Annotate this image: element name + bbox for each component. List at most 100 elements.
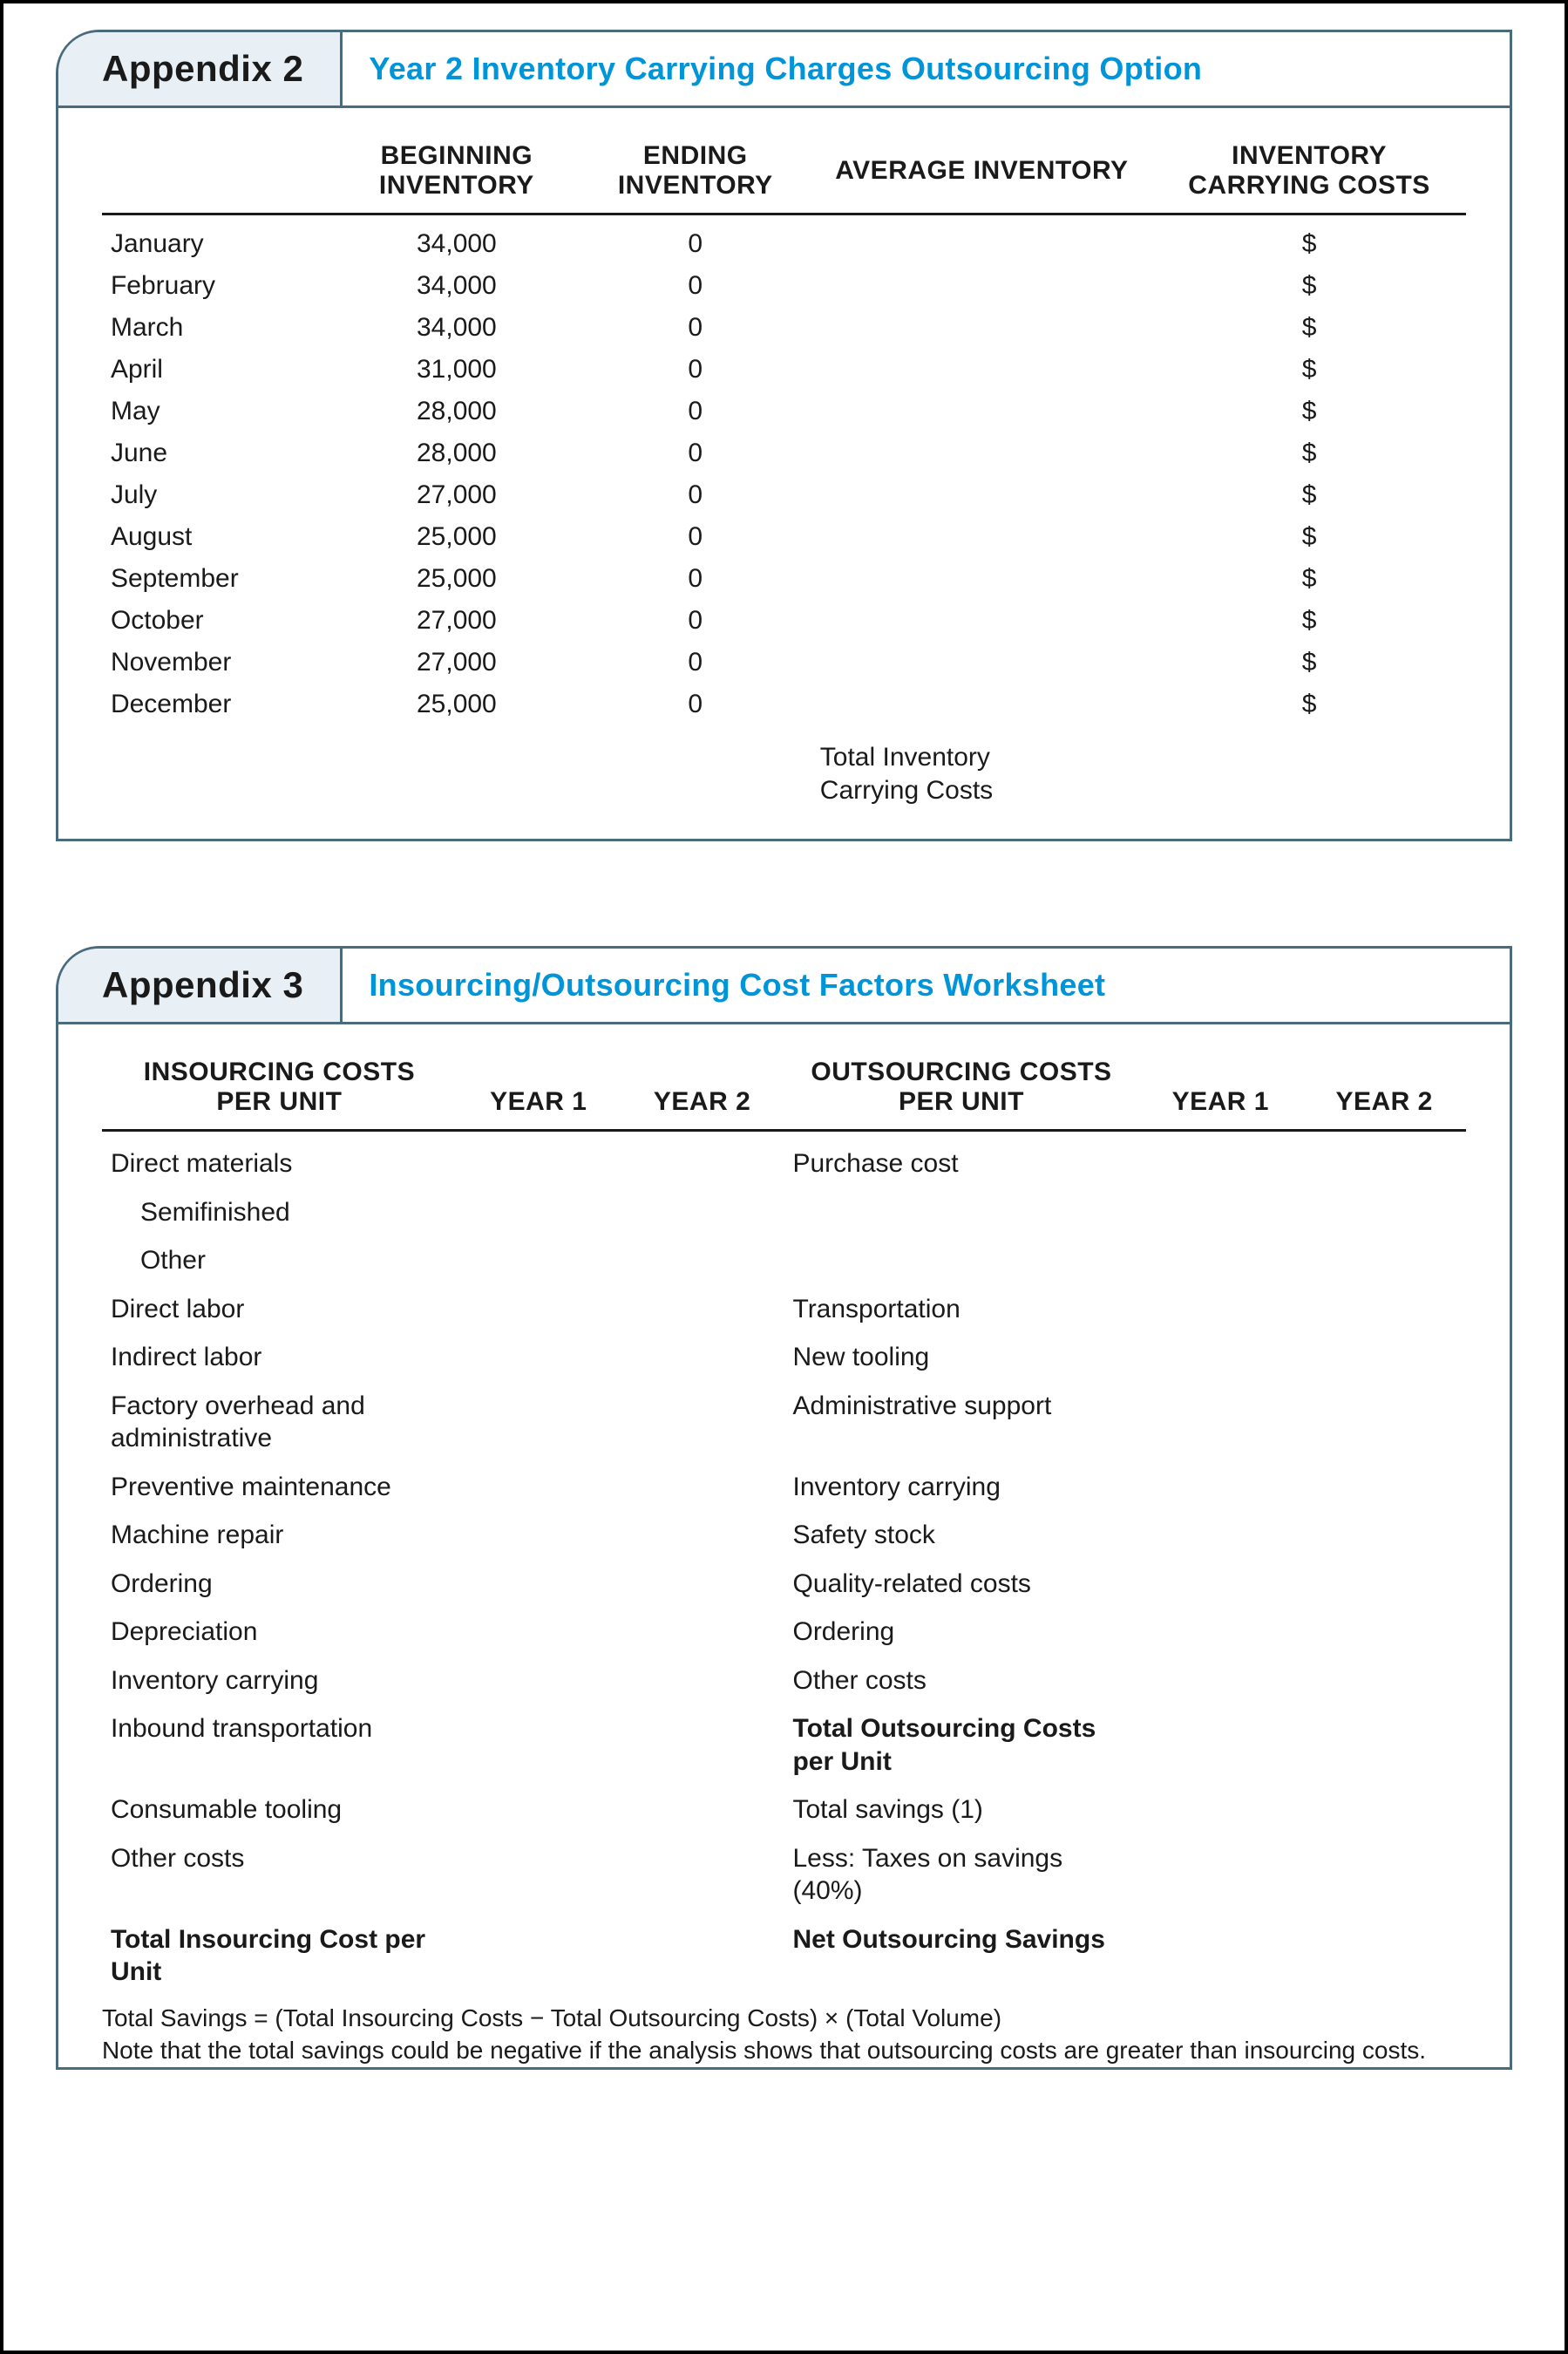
cell-ins: Inbound transportation: [102, 1704, 457, 1786]
cell-y1: [457, 1131, 621, 1188]
th-text: INSOURCING COSTS: [144, 1058, 415, 1086]
th-text: CARRYING COSTS: [1188, 171, 1430, 200]
cell-out: Transportation: [784, 1285, 1138, 1334]
cell-y1b: [1138, 1608, 1302, 1657]
table-row: Other: [102, 1236, 1466, 1285]
cell-avg: [811, 516, 1152, 558]
cell-end: 0: [580, 432, 811, 474]
cell-out: [784, 1236, 1138, 1285]
table-row: Factory overhead and administrative Admin…: [102, 1382, 1466, 1463]
cell-month: July: [102, 474, 334, 516]
cell-end: 0: [580, 642, 811, 684]
cell-ins: Depreciation: [102, 1608, 457, 1657]
table-row: August25,0000$: [102, 516, 1466, 558]
table-row: December25,0000$: [102, 684, 1466, 725]
cell-y1b: [1138, 1463, 1302, 1512]
cell-avg: [811, 265, 1152, 307]
cell-y2: [621, 1834, 784, 1915]
th-ins: INSOURCING COSTS PER UNIT: [102, 1051, 457, 1131]
foot-l1: Total Savings = (Total Insourcing Costs …: [102, 2004, 1001, 2031]
table-row: September25,0000$: [102, 558, 1466, 600]
cell-y1b: [1138, 1511, 1302, 1560]
cell-ins: Factory overhead and administrative: [102, 1382, 457, 1463]
table-row: Direct labor Transportation: [102, 1285, 1466, 1334]
cell-ins: Preventive maintenance: [102, 1463, 457, 1512]
cell-end: 0: [580, 265, 811, 307]
cell-y2: [621, 1236, 784, 1285]
table-row: February34,0000$: [102, 265, 1466, 307]
cell-y2: [621, 1657, 784, 1705]
table-row: May28,0000$: [102, 391, 1466, 432]
th-text: INVENTORY: [1232, 141, 1387, 170]
cell-begin: 25,000: [334, 516, 580, 558]
cell-y1b: [1138, 1285, 1302, 1334]
cell-y1b: [1138, 1834, 1302, 1915]
cell-month: September: [102, 558, 334, 600]
table-row: June28,0000$: [102, 432, 1466, 474]
cell-begin: 34,000: [334, 214, 580, 266]
cell-month: November: [102, 642, 334, 684]
cell-avg: [811, 558, 1152, 600]
cell-out: Safety stock: [784, 1511, 1138, 1560]
cell-out: Total Outsourcing Costs per Unit: [784, 1704, 1138, 1786]
cell-y1: [457, 1333, 621, 1382]
cell-y2b: [1302, 1131, 1466, 1188]
table-header-row: INSOURCING COSTS PER UNIT YEAR 1 YEAR 2 …: [102, 1051, 1466, 1131]
th-text: INVENTORY: [618, 171, 773, 200]
cell-begin: 25,000: [334, 684, 580, 725]
footnote: Total Savings = (Total Insourcing Costs …: [102, 2002, 1466, 2068]
th-y2: YEAR 2: [621, 1051, 784, 1131]
cell-cost: $: [1152, 214, 1466, 266]
th-carrying: INVENTORY CARRYING COSTS: [1152, 134, 1466, 214]
cell-y2: [621, 1463, 784, 1512]
total-l2: Carrying Costs: [820, 776, 993, 805]
table-row: Other costsLess: Taxes on savings (40%): [102, 1834, 1466, 1915]
cell-ins: Direct labor: [102, 1285, 457, 1334]
appendix-3-header: Appendix 3 Insourcing/Outsourcing Cost F…: [58, 949, 1510, 1024]
appendix-3-table: INSOURCING COSTS PER UNIT YEAR 1 YEAR 2 …: [102, 1051, 1466, 1997]
total-l1: Total Inventory: [820, 743, 990, 772]
cell-end: 0: [580, 558, 811, 600]
cell-cost: $: [1152, 642, 1466, 684]
table-row: Indirect laborNew tooling: [102, 1333, 1466, 1382]
table-row: January34,0000$: [102, 214, 1466, 266]
cell-y1b: [1138, 1333, 1302, 1382]
cell-avg: [811, 214, 1152, 266]
cell-y1b: [1138, 1188, 1302, 1237]
cell-cost: $: [1152, 516, 1466, 558]
cell-month: March: [102, 307, 334, 349]
cell-y1: [457, 1382, 621, 1463]
cell-end: 0: [580, 307, 811, 349]
table-row: DepreciationOrdering: [102, 1608, 1466, 1657]
table-row: Total Insourcing Cost per UnitNet Outsou…: [102, 1915, 1466, 1997]
cell-y1: [457, 1834, 621, 1915]
cell-ins: Semifinished: [102, 1188, 457, 1237]
cell-end: 0: [580, 600, 811, 642]
cell-begin: 34,000: [334, 265, 580, 307]
cell-end: 0: [580, 474, 811, 516]
th-text: BEGINNING: [381, 141, 533, 170]
cell-out: Administrative support: [784, 1382, 1138, 1463]
cell-y1b: [1138, 1786, 1302, 1834]
table-row: April31,0000$: [102, 349, 1466, 391]
cell-avg: [811, 684, 1152, 725]
cell-begin: 25,000: [334, 558, 580, 600]
appendix-3-title: Insourcing/Outsourcing Cost Factors Work…: [343, 949, 1131, 1022]
cell-out: Quality-related costs: [784, 1560, 1138, 1609]
total-label: Total Inventory Carrying Costs: [811, 725, 1152, 813]
th-y1: YEAR 1: [457, 1051, 621, 1131]
th-beginning: BEGINNING INVENTORY: [334, 134, 580, 214]
cell-out: [784, 1188, 1138, 1237]
cell-ins: Consumable tooling: [102, 1786, 457, 1834]
cell-cost: $: [1152, 265, 1466, 307]
cell-month: June: [102, 432, 334, 474]
cell-cost: $: [1152, 600, 1466, 642]
cell-begin: 31,000: [334, 349, 580, 391]
cell-y2b: [1302, 1915, 1466, 1997]
cell-y2b: [1302, 1333, 1466, 1382]
cell-month: January: [102, 214, 334, 266]
cell-y2b: [1302, 1608, 1466, 1657]
cell-y2: [621, 1511, 784, 1560]
cell-out: New tooling: [784, 1333, 1138, 1382]
table-row: Inbound transportation Total Outsourcing …: [102, 1704, 1466, 1786]
